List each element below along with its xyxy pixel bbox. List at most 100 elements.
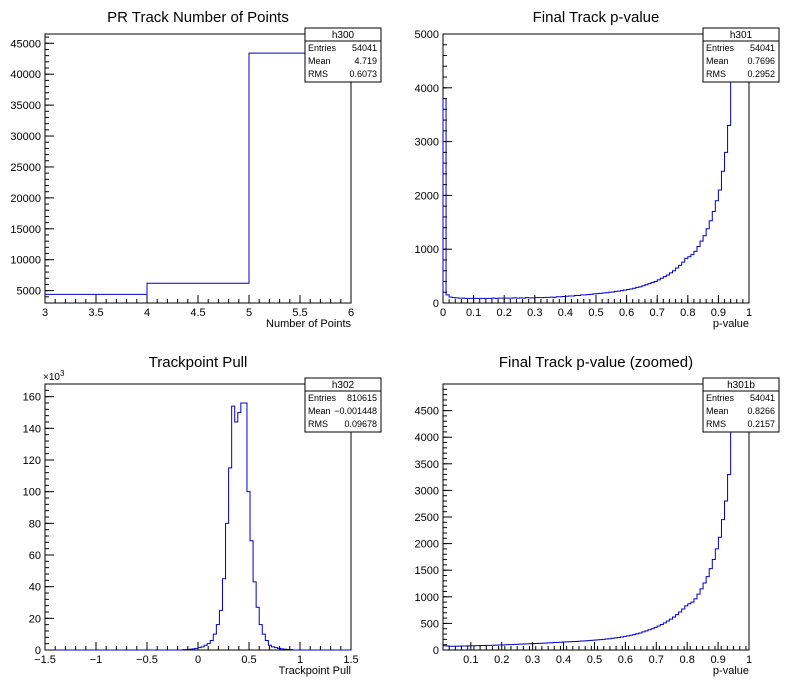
x-tick-label: −0.5 [136, 654, 158, 666]
x-tick-label: 0.8 [680, 307, 695, 319]
y-tick-label: 500 [421, 618, 439, 630]
chart-title: Trackpoint Pull [149, 354, 248, 371]
y-tick-label: 100 [23, 487, 41, 499]
stats-rms-value: 0.2157 [747, 419, 775, 429]
x-tick-label: 3 [42, 307, 48, 319]
x-tick-label: 0.9 [710, 654, 725, 666]
x-tick-label: 0.2 [494, 654, 509, 666]
stats-mean-value: 4.719 [354, 56, 377, 66]
y-tick-label: 40000 [10, 69, 41, 81]
y-tick-label: 2000 [415, 190, 439, 202]
stats-entries-value: 54041 [352, 43, 377, 53]
x-axis-label: p-value [713, 665, 749, 677]
pad-final-track-p-value: Final Track p-value 0 0.1 0.2 0.3 0.4 0.5 0.6 0.… [415, 9, 780, 330]
y-tick-label: 4500 [415, 406, 439, 418]
x-tick-label: 0 [195, 654, 201, 666]
stats-name: h302 [332, 380, 355, 391]
stats-rms-label: RMS [308, 419, 328, 429]
stats-rms-value: 0.6073 [349, 69, 377, 79]
x-tick-label: 0.6 [619, 307, 634, 319]
x-axis-label: p-value [713, 318, 749, 330]
x-tick-label: 6 [348, 307, 354, 319]
stats-mean-label: Mean [308, 56, 331, 66]
stats-box [304, 377, 382, 433]
x-tick-label: 5.5 [292, 307, 307, 319]
x-axis-label: Trackpoint Pull [279, 665, 351, 677]
y-tick-label: 25000 [10, 162, 41, 174]
y-tick-label: 4000 [415, 83, 439, 95]
x-tick-label: 1 [746, 654, 752, 666]
y-tick-label: 4000 [415, 432, 439, 444]
y-tick-label: 0 [35, 645, 41, 657]
x-tick-label: 0.3 [527, 307, 542, 319]
stats-rms-label: RMS [706, 419, 726, 429]
y-tick-label: 3000 [415, 485, 439, 497]
stats-name: h301 [730, 30, 753, 41]
y-tick-label: 30000 [10, 131, 41, 143]
x-tick-label: 0.9 [711, 307, 726, 319]
x-tick-label: −1.5 [34, 654, 56, 666]
x-tick-label: 0.5 [241, 654, 256, 666]
y-tick-label: 20 [29, 613, 41, 625]
x-tick-label: 5 [246, 307, 252, 319]
y-tick-label: 1500 [415, 565, 439, 577]
x-tick-label: 0.7 [649, 654, 664, 666]
chart-title: PR Track Number of Points [107, 9, 289, 26]
pad-final-track-p-value-zoomed: Final Track p-value (zoomed) 0.1 0.2 0.3 0.4… [415, 354, 780, 677]
x-tick-label: 3.5 [88, 307, 103, 319]
stats-rms-value: 0.2952 [747, 69, 775, 79]
y-tick-label: 1000 [415, 244, 439, 256]
stats-entries-label: Entries [308, 393, 337, 403]
y-tick-label: 2000 [415, 539, 439, 551]
stats-mean-value: 0.8266 [747, 406, 775, 416]
y-tick-label: 3500 [415, 459, 439, 471]
y-tick-label: 0 [433, 298, 439, 310]
x-tick-label: 0.3 [525, 654, 540, 666]
stats-rms-label: RMS [308, 69, 328, 79]
y-tick-label: 1000 [415, 592, 439, 604]
histogram-series [442, 386, 749, 650]
y-tick-label: 40 [29, 582, 41, 594]
y-tick-label: 20000 [10, 193, 41, 205]
stats-entries-value: 810615 [347, 393, 377, 403]
x-tick-label: 1.5 [343, 654, 358, 666]
chart-title: Final Track p-value (zoomed) [499, 354, 693, 371]
x-tick-label: 0.5 [587, 654, 602, 666]
y-tick-label: 45000 [10, 38, 41, 50]
stats-entries-label: Entries [706, 393, 735, 403]
y-tick-label: 140 [23, 423, 41, 435]
y-tick-label: 10000 [10, 255, 41, 267]
stats-rms-value: 0.09678 [344, 419, 377, 429]
stats-name: h301b [727, 380, 755, 391]
x-tick-label: 4.5 [190, 307, 205, 319]
pad-trackpoint-pull: Trackpoint Pull −1.5 −1 −0.5 0 0.5 1 1.5 0 20 40 60… [23, 354, 382, 677]
stats-box [702, 377, 780, 433]
x-tick-label: 1 [746, 307, 752, 319]
stats-entries-value: 54041 [750, 393, 775, 403]
y-tick-label: 80 [29, 518, 41, 530]
y-tick-label: 160 [23, 392, 41, 404]
y-exponent-power: 3 [60, 369, 65, 378]
stats-box [702, 27, 780, 83]
stats-box [304, 27, 382, 83]
x-tick-label: 0.7 [650, 307, 665, 319]
x-axis-label: Number of Points [266, 318, 351, 330]
stats-mean-value: −0.001448 [334, 406, 377, 416]
y-tick-label: 5000 [415, 29, 439, 41]
stats-mean-value: 0.7696 [747, 56, 775, 66]
y-tick-label: 3000 [415, 137, 439, 149]
stats-mean-label: Mean [706, 406, 729, 416]
histogram-series [45, 52, 351, 295]
x-tick-label: 0.4 [558, 307, 573, 319]
x-tick-label: 0.2 [497, 307, 512, 319]
stats-rms-label: RMS [706, 69, 726, 79]
stats-mean-label: Mean [308, 406, 331, 416]
y-tick-label: 15000 [10, 224, 41, 236]
pad-pr-track-number-of-points: PR Track Number of Points 3 3.5 4 4.5 5 5.5 6 50… [10, 9, 382, 330]
chart-title: Final Track p-value [533, 9, 660, 26]
y-tick-label: 120 [23, 455, 41, 467]
x-tick-label: 0.8 [680, 654, 695, 666]
x-tick-label: −1 [90, 654, 103, 666]
x-tick-label: 0.1 [463, 654, 478, 666]
